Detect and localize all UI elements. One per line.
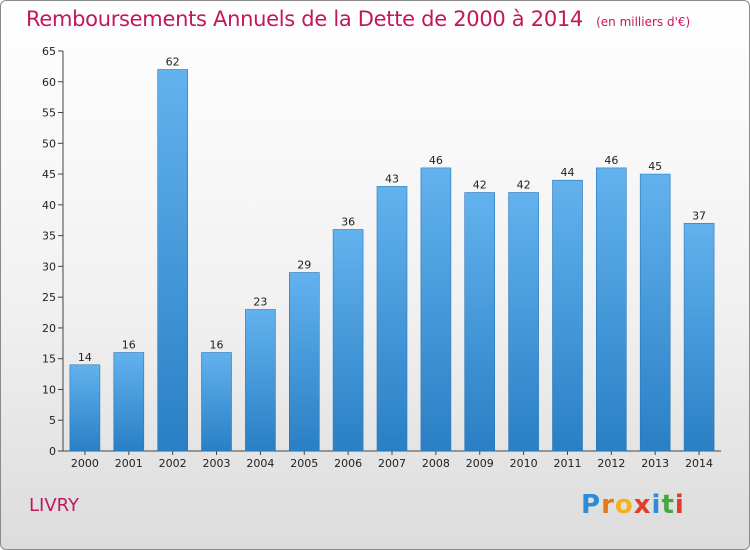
logo-letter: x xyxy=(634,490,652,520)
y-tick-label: 0 xyxy=(49,445,56,458)
bar xyxy=(465,193,495,452)
bar xyxy=(245,310,275,452)
bar xyxy=(684,223,714,451)
y-tick-label: 55 xyxy=(42,107,56,120)
data-label: 23 xyxy=(253,295,267,308)
y-tick-label: 45 xyxy=(42,168,56,181)
y-tick-label: 10 xyxy=(42,383,56,396)
commune-name: LIVRY xyxy=(29,495,79,516)
logo-letter: o xyxy=(615,490,634,520)
bar xyxy=(596,168,626,451)
logo-letter: P xyxy=(581,490,601,520)
data-label: 42 xyxy=(473,179,487,192)
data-label: 45 xyxy=(648,160,662,173)
bar xyxy=(640,174,670,451)
x-tick-label: 2014 xyxy=(685,457,713,470)
x-tick-label: 2001 xyxy=(115,457,143,470)
logo-letter: i xyxy=(652,490,662,520)
x-tick-label: 2010 xyxy=(510,457,538,470)
y-tick-label: 50 xyxy=(42,137,56,150)
bar xyxy=(509,193,539,452)
logo-letter: r xyxy=(601,490,615,520)
y-tick-label: 40 xyxy=(42,199,56,212)
x-tick-label: 2000 xyxy=(71,457,99,470)
data-label: 29 xyxy=(297,259,311,272)
bar xyxy=(114,353,144,452)
y-tick-label: 20 xyxy=(42,322,56,335)
x-tick-label: 2013 xyxy=(641,457,669,470)
y-tick-label: 25 xyxy=(42,291,56,304)
bar xyxy=(70,365,100,451)
data-label: 37 xyxy=(692,209,706,222)
data-label: 46 xyxy=(604,154,618,167)
x-tick-label: 2009 xyxy=(466,457,494,470)
x-tick-label: 2008 xyxy=(422,457,450,470)
bar xyxy=(158,70,188,452)
y-tick-label: 35 xyxy=(42,230,56,243)
x-tick-label: 2006 xyxy=(334,457,362,470)
data-label: 43 xyxy=(385,172,399,185)
data-label: 46 xyxy=(429,154,443,167)
bar-chart: 0 5 10 15 20 25 30 35 40 45 50 55 60 65 2000 14 2001 16 2… xyxy=(1,1,750,550)
logo-letter: i xyxy=(675,490,685,520)
y-tick-label: 5 xyxy=(49,414,56,427)
y-tick-label: 15 xyxy=(42,353,56,366)
chart-bars xyxy=(70,70,714,452)
data-label: 16 xyxy=(122,339,136,352)
data-label: 16 xyxy=(210,339,224,352)
data-label: 14 xyxy=(78,351,92,364)
y-tick-label: 65 xyxy=(42,45,56,58)
x-tick-label: 2011 xyxy=(553,457,581,470)
x-tick-label: 2007 xyxy=(378,457,406,470)
logo-letter: t xyxy=(661,490,674,520)
bar xyxy=(553,180,583,451)
x-tick-label: 2002 xyxy=(159,457,187,470)
bar xyxy=(289,273,319,452)
proxiti-logo: Proxiti xyxy=(581,490,685,520)
chart-frame: Remboursements Annuels de la Dette de 20… xyxy=(0,0,750,550)
data-label: 62 xyxy=(166,55,180,68)
x-tick-label: 2012 xyxy=(597,457,625,470)
x-tick-label: 2003 xyxy=(203,457,231,470)
bar xyxy=(377,186,407,451)
bar xyxy=(202,353,232,452)
data-label: 42 xyxy=(517,179,531,192)
bar xyxy=(333,230,363,452)
bar xyxy=(421,168,451,451)
x-tick-label: 2005 xyxy=(290,457,318,470)
y-tick-label: 60 xyxy=(42,76,56,89)
data-label: 36 xyxy=(341,215,355,228)
y-tick-label: 30 xyxy=(42,260,56,273)
x-tick-label: 2004 xyxy=(246,457,274,470)
data-label: 44 xyxy=(560,166,574,179)
